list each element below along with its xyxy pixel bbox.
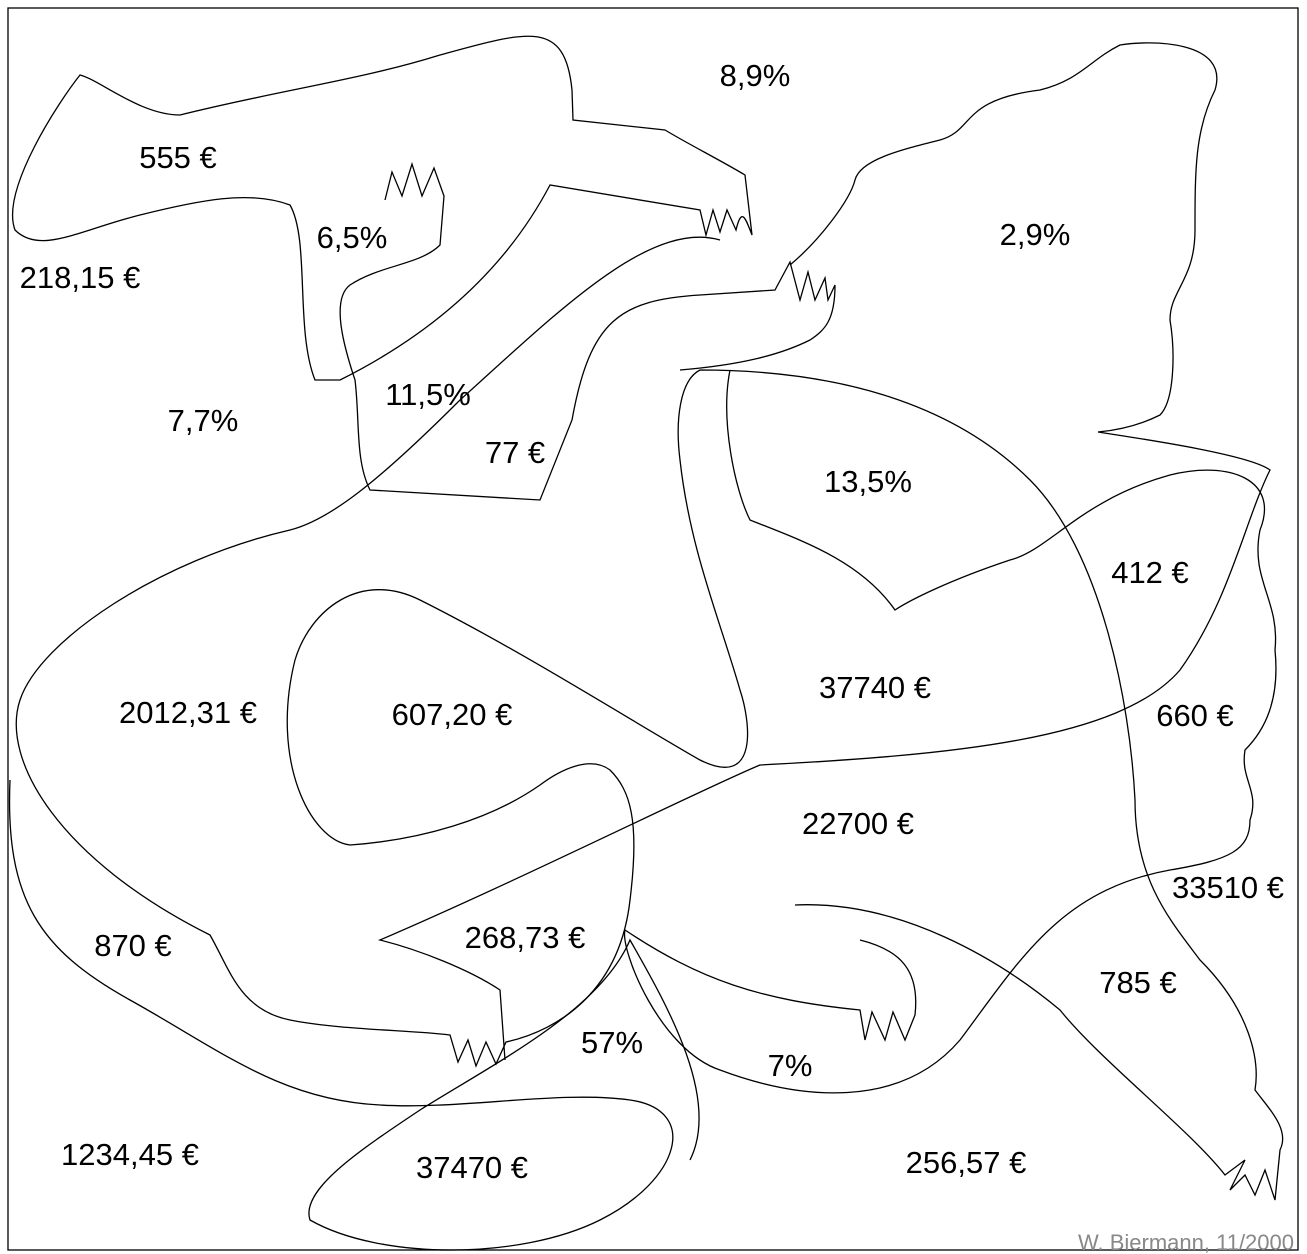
label: 7% [768,1048,813,1083]
label: 1234,45 € [61,1137,199,1172]
outline [10,780,700,1250]
outline [13,36,752,380]
label: 33510 € [1172,870,1284,905]
label: 7,7% [168,403,239,438]
credit: W. Biermann, 11/2000 [1078,1230,1294,1254]
label: 607,20 € [392,697,513,732]
label: 412 € [1111,555,1189,590]
label: 555 € [139,140,217,175]
label: 22700 € [802,806,914,841]
label: 11,5% [385,377,471,412]
label: 77 € [485,435,545,470]
label: 218,15 € [20,260,141,295]
label: 870 € [94,928,172,963]
label: 2012,31 € [119,695,257,730]
label: 13,5% [824,464,912,499]
label: 57% [581,1025,643,1060]
label: 660 € [1156,698,1234,733]
label: 37470 € [416,1150,528,1185]
label: 785 € [1099,965,1177,1000]
label: 256,57 € [906,1145,1027,1180]
puzzle: 8,9% 555 € 6,5% 2,9% 218,15 € 7,7% 11,5%… [0,0,1307,1254]
frame [8,8,1298,1250]
page: {"labels": ["8,9%", "555 €", "6,5%", "2,… [0,0,1307,1254]
label: 2,9% [1000,217,1071,252]
label: 6,5% [317,220,388,255]
label: 37740 € [819,670,931,705]
label: 268,73 € [465,920,586,955]
label: 8,9% [720,58,791,93]
outline [340,164,835,500]
